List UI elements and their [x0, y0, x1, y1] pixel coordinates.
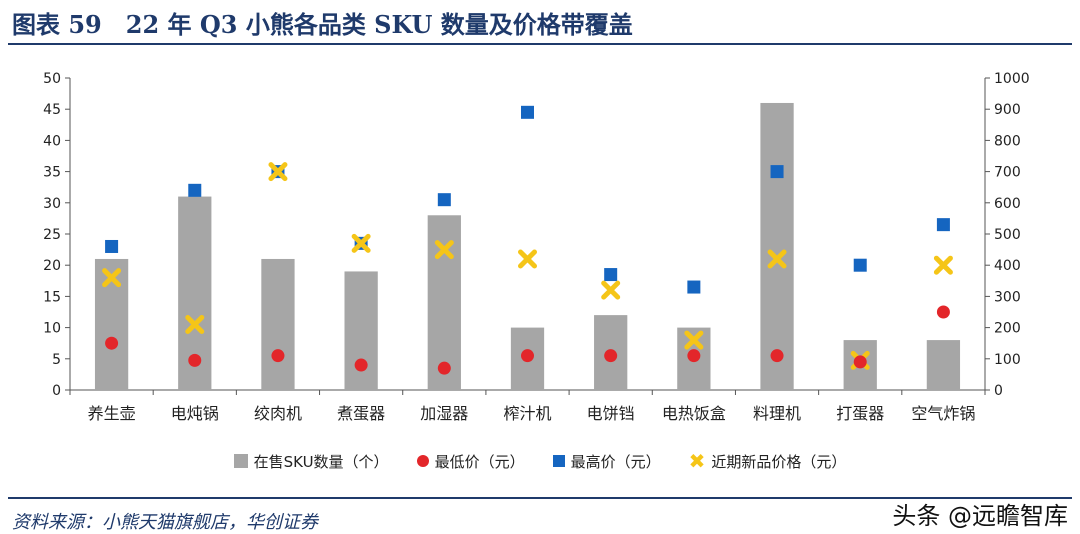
legend-swatch-circle — [416, 455, 429, 467]
x-category-label: 料理机 — [753, 404, 801, 423]
point-max-price — [936, 218, 950, 232]
x-category-label: 榨汁机 — [503, 404, 551, 423]
point-min-price — [853, 355, 867, 369]
y-right-tick-label: 700 — [994, 165, 1021, 181]
x-category-label: 电炖锅 — [171, 404, 219, 423]
page-title: 图表 59 22 年 Q3 小熊各品类 SKU 数量及价格带覆盖 — [12, 10, 633, 39]
y-right-tick-label: 800 — [994, 133, 1021, 149]
y-right-tick-label: 1000 — [994, 71, 1030, 87]
y-left-tick-label: 30 — [43, 196, 61, 212]
x-category-label: 煮蛋器 — [337, 404, 385, 423]
x-category-label: 电热饭盒 — [662, 404, 726, 423]
y-right-tick-label: 300 — [994, 289, 1021, 305]
legend-item-new-price: ✖ 近期新品价格（元） — [689, 451, 847, 472]
bar-sku — [760, 102, 794, 391]
x-category-label: 空气炸锅 — [911, 404, 975, 423]
point-new-price — [185, 314, 205, 334]
y-right-tick-label: 100 — [994, 352, 1021, 368]
y-left-tick-label: 5 — [52, 352, 61, 368]
point-new-price — [434, 240, 454, 260]
watermark: 头条 @远瞻智库 — [892, 502, 1068, 530]
y-left-tick-label: 20 — [43, 258, 61, 274]
bar-sku — [427, 215, 461, 390]
y-left-tick-label: 15 — [43, 289, 61, 305]
point-min-price — [521, 349, 534, 363]
legend-swatch-x: ✖ — [688, 449, 706, 473]
title-divider — [8, 43, 1072, 45]
point-max-price — [188, 183, 202, 197]
x-category-label: 加湿器 — [420, 404, 468, 423]
y-right-tick-label: 900 — [994, 102, 1021, 118]
bar-sku — [261, 258, 295, 390]
chart-legend: 在售SKU数量（个） 最低价（元） 最高价（元） ✖ 近期新品价格（元） — [0, 449, 1080, 473]
y-left-tick-label: 40 — [43, 133, 61, 149]
point-min-price — [105, 336, 119, 350]
point-new-price — [601, 280, 621, 300]
bar-sku — [926, 340, 961, 390]
y-right-tick-label: 500 — [994, 227, 1021, 243]
x-category-label: 养生壶 — [88, 404, 136, 423]
title-bar: 图表 59 22 年 Q3 小熊各品类 SKU 数量及价格带覆盖 — [0, 0, 1080, 45]
point-max-price — [687, 280, 701, 294]
point-min-price — [604, 349, 618, 363]
legend-label-new-price: 近期新品价格（元） — [711, 452, 847, 471]
point-new-price — [268, 162, 288, 182]
point-min-price — [687, 349, 701, 363]
source-note: 资料来源：小熊天猫旗舰店，华创证券 — [12, 512, 318, 533]
legend-label-sku: 在售SKU数量（个） — [253, 452, 389, 471]
point-min-price — [271, 349, 285, 363]
point-min-price — [188, 353, 202, 367]
y-right-tick-label: 600 — [994, 196, 1021, 212]
bar-sku — [344, 271, 378, 390]
y-left-tick-label: 45 — [43, 102, 61, 118]
legend-label-min-price: 最低价（元） — [434, 452, 525, 471]
point-max-price — [604, 268, 618, 282]
x-category-label: 电饼铛 — [587, 404, 635, 423]
point-min-price — [437, 361, 451, 375]
point-max-price — [437, 193, 451, 207]
point-min-price — [936, 305, 950, 319]
footer-divider — [8, 497, 1072, 499]
point-max-price — [105, 239, 119, 253]
y-left-tick-label: 35 — [43, 165, 61, 181]
point-new-price — [102, 268, 122, 288]
legend-item-sku: 在售SKU数量（个） — [233, 451, 389, 472]
point-new-price — [684, 330, 704, 350]
point-min-price — [770, 349, 784, 363]
legend-item-min-price: 最低价（元） — [416, 451, 525, 472]
point-new-price — [767, 249, 787, 269]
chart: 0510152025303540455001002003004005006007… — [43, 71, 1030, 423]
point-new-price — [933, 255, 953, 275]
legend-label-max-price: 最高价（元） — [570, 452, 661, 471]
x-category-label: 打蛋器 — [836, 404, 884, 423]
y-left-tick-label: 0 — [52, 383, 61, 399]
point-new-price — [518, 249, 537, 269]
x-category-label: 绞肉机 — [254, 404, 302, 423]
point-new-price — [351, 233, 371, 253]
y-left-tick-label: 50 — [43, 71, 61, 87]
point-max-price — [521, 105, 534, 119]
point-min-price — [354, 358, 368, 372]
legend-swatch-square — [552, 455, 565, 467]
legend-swatch-bar — [233, 454, 248, 468]
y-left-tick-label: 25 — [43, 227, 61, 243]
y-left-tick-label: 10 — [43, 321, 61, 337]
point-max-price — [770, 165, 784, 179]
y-right-tick-label: 200 — [994, 321, 1021, 337]
y-right-tick-label: 0 — [994, 383, 1003, 399]
legend-item-max-price: 最高价（元） — [552, 451, 661, 472]
y-right-tick-label: 400 — [994, 258, 1021, 274]
point-max-price — [853, 258, 867, 272]
